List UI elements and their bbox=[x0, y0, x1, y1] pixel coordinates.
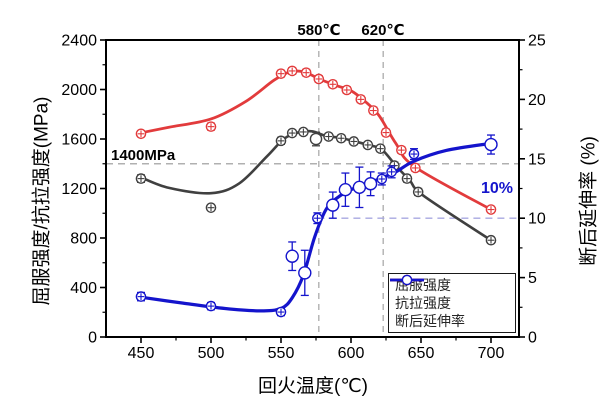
y-left-tick-label: 400 bbox=[70, 280, 97, 297]
data-point-marker bbox=[286, 127, 298, 139]
data-point-marker bbox=[327, 79, 339, 90]
data-point-marker bbox=[396, 144, 407, 156]
data-point-marker bbox=[485, 204, 497, 215]
marker-circle bbox=[285, 249, 299, 263]
data-point-marker bbox=[205, 300, 217, 312]
marker-circle bbox=[352, 180, 367, 195]
y-left-tick-label: 1200 bbox=[61, 181, 97, 198]
data-point-marker bbox=[326, 198, 340, 212]
marker-circle bbox=[298, 266, 312, 280]
data-point-marker bbox=[410, 162, 421, 174]
series-curve bbox=[139, 141, 493, 313]
data-point-marker bbox=[380, 127, 392, 138]
data-point-marker bbox=[376, 173, 388, 185]
x-tick-label: 650 bbox=[408, 345, 435, 362]
y-axis-left-title: 屈服强度/抗拉强度(MPa) bbox=[31, 96, 53, 306]
x-tick-label: 550 bbox=[268, 345, 295, 362]
data-point-marker bbox=[348, 136, 360, 147]
data-point-marker bbox=[309, 132, 323, 146]
data-point-marker bbox=[135, 173, 147, 184]
data-point-marker bbox=[298, 266, 312, 280]
data-point-marker bbox=[286, 65, 298, 77]
marker-circle bbox=[309, 132, 323, 146]
data-point-marker bbox=[352, 180, 367, 195]
data-point-marker bbox=[313, 73, 325, 85]
data-point-marker bbox=[205, 202, 217, 213]
y-left-tick-label: 2000 bbox=[61, 82, 97, 99]
x-tick-label: 450 bbox=[128, 345, 155, 362]
marker-circle bbox=[484, 137, 498, 152]
marker-circle bbox=[338, 182, 353, 197]
series-屈服强度 bbox=[135, 126, 497, 246]
data-point-marker bbox=[355, 94, 367, 105]
y-right-tick-label: 5 bbox=[528, 270, 537, 287]
annotation-10pct: 10% bbox=[481, 180, 514, 197]
data-point-marker bbox=[335, 132, 347, 144]
data-point-marker bbox=[412, 186, 424, 198]
data-point-marker bbox=[484, 137, 498, 152]
axes: 450 500 550 600 650 700 0 400 800 1200 1600 2000 240… bbox=[61, 33, 545, 363]
data-point-marker bbox=[300, 67, 312, 78]
series-抗拉强度 bbox=[135, 65, 497, 215]
data-point-marker bbox=[401, 173, 413, 184]
data-point-marker bbox=[363, 177, 378, 191]
data-point-marker bbox=[408, 148, 420, 160]
data-point-marker bbox=[135, 291, 147, 302]
y-right-tick-label: 20 bbox=[528, 92, 546, 109]
annotation-1400mpa: 1400MPa bbox=[111, 147, 176, 164]
data-point-marker bbox=[275, 135, 287, 147]
data-point-marker bbox=[375, 143, 386, 154]
legend-marker bbox=[401, 274, 413, 286]
reference-lines bbox=[106, 40, 519, 337]
series-断后延伸率 bbox=[135, 134, 498, 318]
data-point-marker bbox=[386, 166, 397, 178]
marker-circle bbox=[326, 198, 340, 212]
x-axis-title: 回火温度(℃) bbox=[258, 376, 368, 397]
y-left-tick-label: 0 bbox=[88, 330, 97, 347]
y-right-tick-label: 0 bbox=[528, 330, 537, 347]
y-axis-right-title: 断后延伸率 (%) bbox=[578, 136, 600, 266]
legend-label: 断后延伸率 bbox=[395, 313, 465, 329]
data-point-marker bbox=[485, 234, 497, 246]
data-point-marker bbox=[135, 128, 147, 140]
y-left-tick-label: 800 bbox=[70, 231, 97, 248]
data-point-marker bbox=[205, 121, 217, 132]
x-tick-label: 600 bbox=[338, 345, 365, 362]
x-tick-label: 700 bbox=[478, 345, 505, 362]
x-tick-label: 500 bbox=[198, 345, 225, 362]
annotation-580c: 580℃ bbox=[297, 22, 341, 39]
marker-circle bbox=[363, 177, 378, 191]
y-right-tick-label: 10 bbox=[528, 211, 546, 228]
y-left-tick-label: 1600 bbox=[61, 132, 97, 149]
data-point-marker bbox=[285, 249, 299, 263]
data-point-marker bbox=[275, 306, 287, 318]
y-left-tick-label: 2400 bbox=[61, 33, 97, 50]
legend-entry-elongation: 断后延伸率 bbox=[390, 274, 511, 330]
data-point-marker bbox=[362, 139, 374, 151]
legend-entry-tensile-strength: 抗拉强度 bbox=[390, 274, 511, 312]
data-point-marker bbox=[298, 126, 309, 138]
data-point-marker bbox=[323, 131, 334, 142]
elongation-swatch-icon bbox=[390, 274, 424, 286]
data-point-marker bbox=[368, 105, 379, 116]
data-point-marker bbox=[341, 84, 353, 96]
legend: 屈服强度 抗拉强度 断后延伸率 bbox=[388, 273, 516, 333]
legend-label: 抗拉强度 bbox=[395, 295, 451, 311]
y-right-tick-label: 25 bbox=[528, 33, 546, 50]
data-point-marker bbox=[275, 68, 287, 79]
y-right-tick-label: 15 bbox=[528, 151, 546, 168]
annotation-620c: 620℃ bbox=[361, 22, 405, 39]
data-point-marker bbox=[312, 212, 323, 224]
data-point-marker bbox=[338, 182, 353, 197]
